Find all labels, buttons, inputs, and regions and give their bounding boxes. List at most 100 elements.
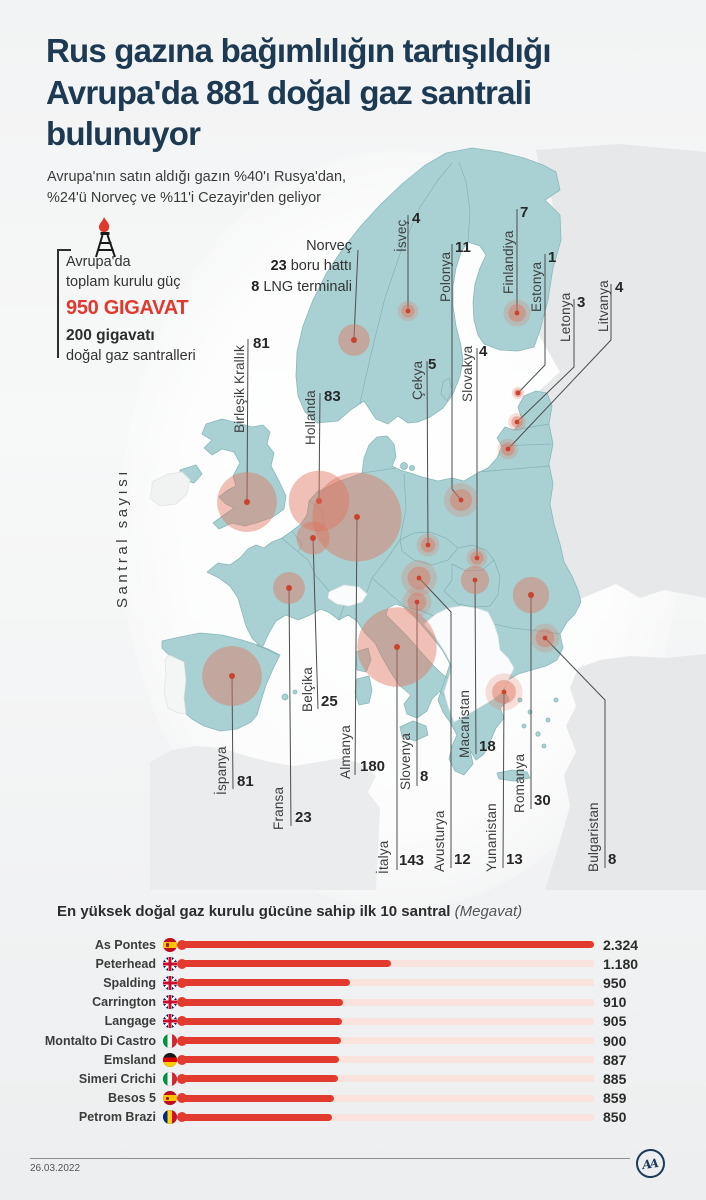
- map-country-label: Hollanda: [303, 390, 318, 445]
- bar-track: [176, 1073, 594, 1084]
- map-land-crete: [496, 769, 531, 782]
- leader-lines-layer: [231, 209, 612, 870]
- map-island: [553, 697, 559, 703]
- map-country-label: Polonya: [438, 251, 453, 302]
- bar-row: Peterhead 1.180: [30, 954, 670, 973]
- map-bubble-dot: [244, 499, 250, 505]
- map-bubble-dot: [425, 542, 431, 548]
- map-country-value: 83: [324, 388, 341, 405]
- barchart: As Pontes 2.324 Peterhead 1.180 Spalding 950 C…: [30, 935, 670, 1127]
- map-country-label: İsveç: [394, 219, 409, 252]
- map-country-label: Macaristan: [457, 689, 472, 758]
- map-bubble-dot: [405, 308, 411, 314]
- power-line: toplam kurulu güç: [66, 274, 181, 290]
- es-flag-icon: [163, 937, 177, 952]
- map-country-value: 30: [534, 792, 551, 809]
- leader-line: [318, 392, 321, 502]
- map-island: [545, 717, 551, 723]
- map-island: [409, 465, 415, 471]
- bar-fill: [177, 1035, 341, 1046]
- map-land-africa: [150, 746, 380, 890]
- bar-label: Montalto Di Castro: [44, 1033, 156, 1048]
- map-country-value: 4: [615, 279, 624, 296]
- map-bubble-dot: [414, 599, 420, 605]
- map-bubble-dot: [514, 419, 520, 425]
- bar-track: [177, 1054, 594, 1065]
- map-bubble-dot: [416, 575, 422, 581]
- map-country-label: Slovakya: [460, 345, 475, 402]
- barchart-title: En yüksek doğal gaz kurulu gücüne sahip …: [57, 903, 522, 920]
- title-line: bulunuyor: [46, 115, 201, 153]
- map-country-label: Letonya: [558, 292, 573, 342]
- map-land-turkey: [545, 654, 706, 890]
- leader-line: [507, 284, 612, 450]
- barchart-title-text: En yüksek doğal gaz kurulu gücüne sahip …: [57, 903, 451, 920]
- map-land-sardinia: [354, 675, 373, 706]
- es-flag-icon: [163, 1091, 177, 1106]
- map-bubble-dot: [229, 673, 235, 679]
- bar-track: [177, 939, 594, 950]
- bar-value: 910: [603, 994, 627, 1011]
- leader-line: [354, 516, 358, 776]
- title-line: Avrupa'da 881 doğal gaz santrali: [46, 73, 532, 111]
- bar-row: Besos 5 859: [30, 1089, 670, 1108]
- map-country-value: 18: [479, 738, 496, 755]
- leader-line: [353, 249, 359, 339]
- bar-fill: [177, 1093, 334, 1104]
- map-bubble-dot: [394, 644, 400, 650]
- bar-track: [177, 958, 594, 969]
- non-eu-landmass: [150, 144, 706, 890]
- map-country-label: Estonya: [529, 261, 544, 312]
- leader-line: [288, 587, 292, 827]
- map-country-label: Yunanistan: [484, 803, 499, 872]
- subtitle-line: Avrupa'nın satın aldığı gazın %40'ı Rusy…: [47, 169, 347, 185]
- power-line: doğal gaz santralleri: [66, 347, 196, 364]
- map-island: [521, 723, 527, 729]
- map-bubble-dot: [505, 446, 511, 452]
- de-flag-icon: [163, 1052, 177, 1067]
- map-bubble-dot: [514, 310, 520, 316]
- map-bubble-dot: [542, 635, 548, 641]
- bubbles-layer: [202, 299, 560, 711]
- map-country-value: 180: [360, 758, 386, 775]
- bar-value: 905: [603, 1013, 627, 1030]
- bar-label: Besos 5: [108, 1091, 156, 1106]
- bar-value: 885: [603, 1070, 627, 1087]
- map-country-label: Finlandiya: [501, 230, 516, 294]
- bar-fill: [177, 997, 343, 1008]
- map-country-value: 11: [455, 239, 471, 256]
- map-country-value: 143: [399, 852, 425, 869]
- leader-line: [544, 637, 606, 868]
- map-land-corsica: [355, 647, 372, 673]
- map-land-ireland: [149, 471, 191, 507]
- map-country-label: Litvanya: [596, 280, 611, 332]
- map-bubble-dot: [528, 592, 534, 598]
- bar-row: Carrington 910: [30, 993, 670, 1012]
- bar-fill: [176, 1073, 339, 1084]
- map-country-value: 81: [253, 335, 270, 352]
- non-eu-overlays: [149, 471, 515, 723]
- installed-power-box: Avrupa'da toplam kurulu güç 950 GIGAVAT …: [66, 252, 196, 366]
- it-flag-icon: [163, 1071, 177, 1086]
- map-country-value: 5: [428, 356, 437, 373]
- page-subtitle: Avrupa'nın satın aldığı gazın %40'ı Rusy…: [47, 167, 346, 209]
- map-bubble-dot: [501, 689, 507, 695]
- subtitle-line: %24'ü Norveç ve %11'i Cezayir'den geliyo…: [47, 190, 321, 207]
- power-highlight: 950 GIGAVAT: [66, 297, 189, 319]
- power-line: 200 gigavatı: [66, 326, 155, 344]
- map-island: [292, 689, 298, 695]
- power-line: Avrupa'da: [66, 254, 131, 270]
- norway-annotation: Norveç 23 boru hattı 8 LNG terminali: [212, 236, 352, 297]
- leader-line: [312, 537, 319, 710]
- bar-fill: [177, 1054, 339, 1065]
- map-country-label: Almanya: [338, 725, 353, 779]
- map-country-value: 4: [479, 343, 488, 360]
- footer-date: 26.03.2022: [30, 1163, 81, 1174]
- footer-divider: [30, 1158, 630, 1159]
- bar-row: Petrom Brazi 850: [30, 1108, 670, 1127]
- bar-value: 950: [603, 974, 627, 991]
- map-country-value: 3: [577, 294, 586, 311]
- bar-fill: [177, 977, 350, 988]
- power-bracket-tick: [57, 249, 71, 251]
